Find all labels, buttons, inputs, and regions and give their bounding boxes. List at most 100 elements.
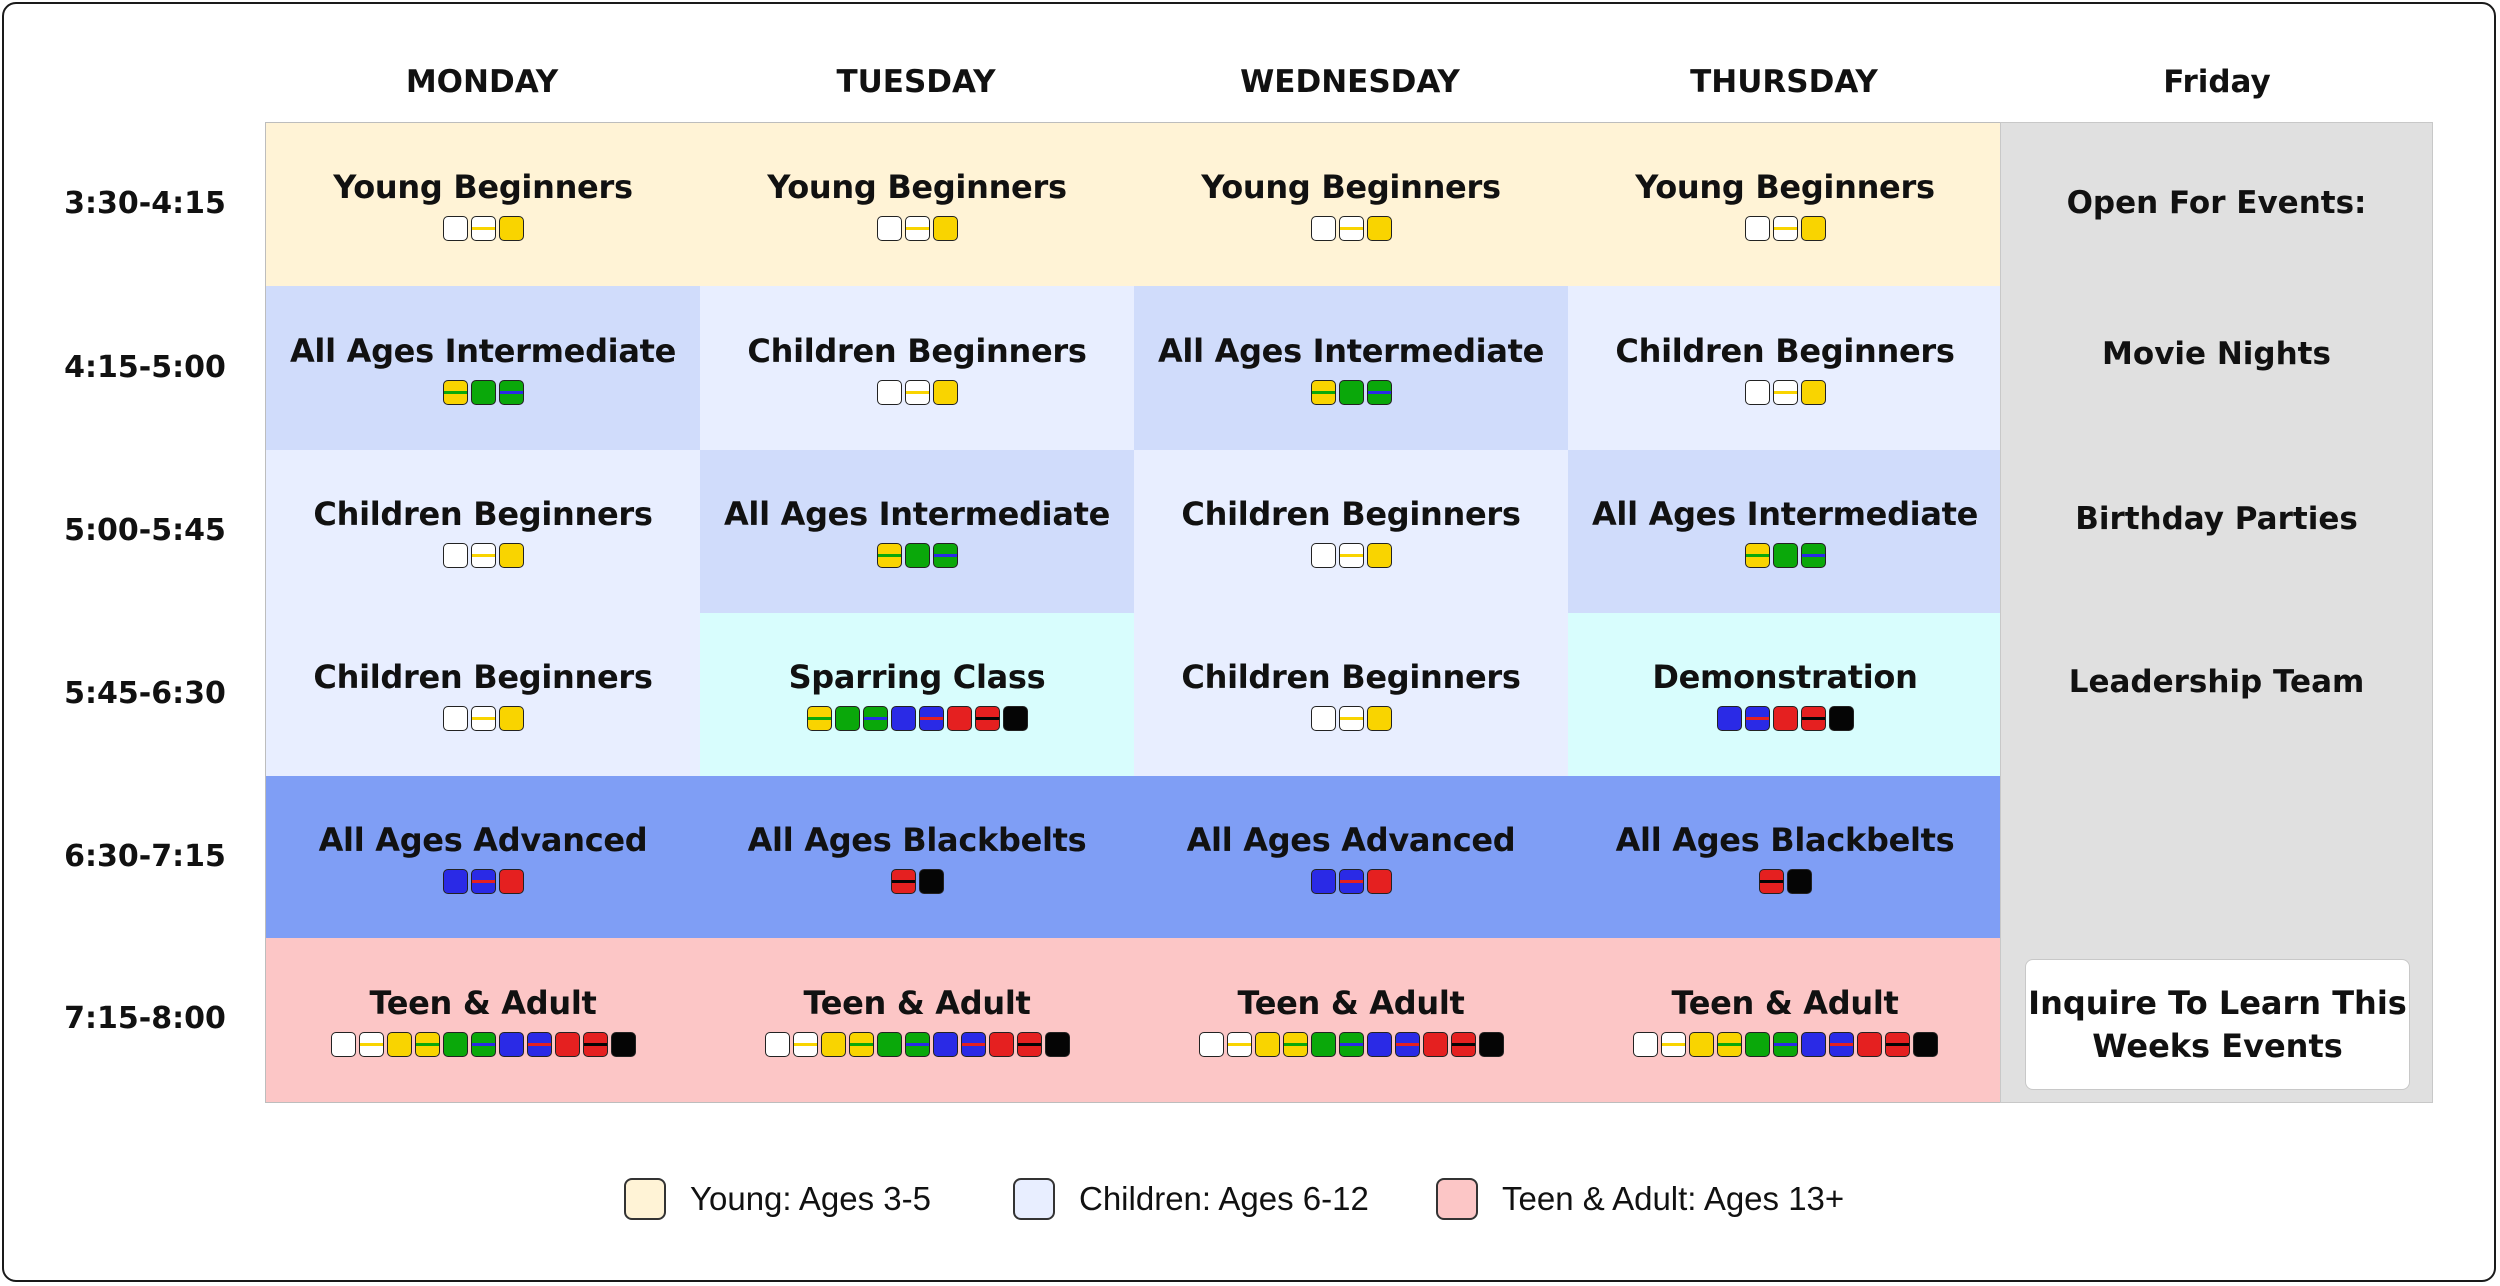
belt-icon: [1044, 1031, 1070, 1057]
belt-icon: [1226, 1031, 1252, 1057]
belt-stripe-icon: [891, 879, 915, 883]
belt-icon: [932, 1031, 958, 1057]
belt-icon: [904, 543, 930, 568]
belt-rank-list: [1197, 1031, 1505, 1057]
belt-icon: [1772, 543, 1798, 568]
legend-label: Teen & Adult: Ages 13+: [1502, 1180, 1845, 1217]
belt-icon: [498, 379, 524, 405]
belt-icon: [1856, 1031, 1882, 1057]
belt-rank-list: [329, 1031, 637, 1057]
belt-stripe-icon: [471, 227, 495, 230]
belt-icon: [876, 1031, 902, 1057]
day-header-tuesday: TUESDAY: [836, 64, 996, 100]
class-cell: Teen & Adult: [700, 938, 1134, 1102]
belt-stripe-icon: [1227, 1042, 1251, 1046]
legend-swatch: [1436, 1178, 1478, 1220]
belt-stripe-icon: [933, 554, 957, 557]
belt-icon: [1282, 1031, 1308, 1057]
belt-stripe-icon: [1017, 1042, 1041, 1046]
belt-stripe-icon: [471, 1042, 495, 1046]
belt-rank-list: [763, 1031, 1071, 1057]
belt-icon: [470, 379, 496, 405]
class-title: Children Beginners: [313, 495, 653, 533]
class-cell: All Ages Intermediate: [700, 450, 1134, 613]
class-title: Children Beginners: [313, 658, 653, 696]
belt-stripe-icon: [443, 390, 467, 394]
belt-icon: [1338, 543, 1364, 568]
belt-icon: [1366, 1031, 1392, 1057]
belt-stripe-icon: [1661, 1042, 1685, 1046]
belt-rank-list: [1309, 216, 1393, 241]
belt-icon: [1744, 706, 1770, 731]
belt-icon: [988, 1031, 1014, 1057]
inquire-text-line2: Weeks Events: [2092, 1026, 2343, 1065]
class-title: Young Beginners: [1635, 168, 1935, 206]
belt-icon: [1002, 706, 1028, 731]
belt-icon: [358, 1031, 384, 1057]
belt-icon: [470, 543, 496, 568]
day-header-thursday: THURSDAY: [1690, 64, 1878, 100]
belt-icon: [442, 379, 468, 405]
class-cell: Young Beginners: [1134, 123, 1568, 286]
belt-icon: [1758, 868, 1784, 894]
class-title: All Ages Blackbelts: [1615, 820, 1955, 859]
belt-icon: [1828, 1031, 1854, 1057]
belt-stripe-icon: [583, 1042, 607, 1046]
class-title: Children Beginners: [1181, 495, 1521, 533]
class-title: Teen & Adult: [369, 983, 597, 1022]
belt-stripe-icon: [1367, 390, 1391, 394]
belt-stripe-icon: [1773, 227, 1797, 230]
legend-young: Young: Ages 3-5: [624, 1176, 931, 1222]
class-title: All Ages Intermediate: [289, 331, 677, 370]
belt-icon: [1366, 216, 1392, 241]
inquire-box[interactable]: Inquire To Learn This Weeks Events: [2025, 959, 2410, 1090]
belt-icon: [330, 1031, 356, 1057]
belt-icon: [1338, 379, 1364, 405]
class-title: Children Beginners: [1615, 331, 1955, 370]
belt-stripe-icon: [961, 1042, 985, 1046]
belt-stripe-icon: [1283, 1042, 1307, 1046]
belt-icon: [1394, 1031, 1420, 1057]
belt-rank-list: [1309, 706, 1393, 731]
class-title: All Ages Blackbelts: [747, 820, 1087, 859]
belt-icon: [1310, 216, 1336, 241]
time-label: 5:45-6:30: [64, 676, 226, 711]
time-label: 6:30-7:15: [64, 838, 226, 874]
belt-icon: [904, 216, 930, 241]
belt-stripe-icon: [1801, 554, 1825, 557]
legend-teen-adult: Teen & Adult: Ages 13+: [1436, 1176, 1844, 1222]
friday-heading: Open For Events:: [2066, 185, 2367, 221]
belt-icon: [498, 543, 524, 568]
belt-icon: [498, 216, 524, 241]
belt-stripe-icon: [415, 1042, 439, 1046]
belt-icon: [876, 379, 902, 405]
class-title: Young Beginners: [767, 168, 1067, 206]
class-cell: Children Beginners: [1568, 286, 2002, 450]
belt-rank-list: [441, 868, 525, 894]
belt-icon: [526, 1031, 552, 1057]
belt-rank-list: [441, 543, 525, 568]
belt-rank-list: [875, 216, 959, 241]
time-label: 5:00-5:45: [64, 513, 226, 548]
belt-stripe-icon: [1773, 1042, 1797, 1046]
belt-icon: [498, 1031, 524, 1057]
belt-icon: [1254, 1031, 1280, 1057]
belt-icon: [876, 216, 902, 241]
belt-icon: [1366, 543, 1392, 568]
belt-rank-list: [875, 379, 959, 405]
belt-stripe-icon: [975, 717, 999, 720]
class-title: Children Beginners: [747, 331, 1087, 370]
belt-stripe-icon: [1339, 717, 1363, 720]
belt-icon: [554, 1031, 580, 1057]
class-title: Teen & Adult: [1671, 983, 1899, 1022]
belt-icon: [1310, 1031, 1336, 1057]
belt-icon: [470, 216, 496, 241]
belt-icon: [1786, 868, 1812, 894]
belt-icon: [1310, 543, 1336, 568]
belt-stripe-icon: [877, 554, 901, 557]
belt-rank-list: [889, 868, 945, 894]
belt-icon: [918, 868, 944, 894]
belt-icon: [820, 1031, 846, 1057]
class-cell: Demonstration: [1568, 613, 2002, 776]
